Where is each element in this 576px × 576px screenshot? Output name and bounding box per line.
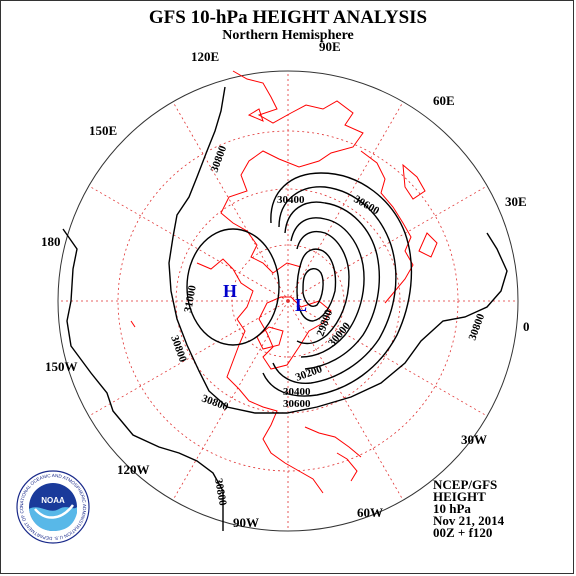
contour-label: 30600 [352, 193, 382, 217]
contour-label: 30600 [283, 398, 311, 410]
info-block: NCEP/GFS HEIGHT 10 hPa Nov 21, 2014 00Z … [433, 477, 505, 540]
height-contour-30200 [284, 201, 380, 370]
height-contour-30600 [262, 172, 413, 397]
meridian [88, 185, 289, 302]
lon-label-150e: 150E [89, 123, 117, 138]
hemisphere-boundary [57, 70, 519, 532]
coastline-japan [247, 108, 264, 122]
logo-gull [34, 504, 74, 519]
contour-label: 31000 [182, 284, 199, 314]
height-contour-innermost [302, 268, 324, 307]
contour-label: 30800 [212, 477, 229, 507]
height-contour-30400 [272, 186, 397, 384]
info-field: HEIGHT [433, 489, 486, 504]
info-model: NCEP/GFS [433, 477, 498, 492]
coastline-europe [360, 150, 414, 304]
lon-label-30e: 30E [505, 194, 527, 209]
height-contour-30800-main [168, 86, 508, 414]
info-level: 10 hPa [433, 501, 471, 516]
contour-label: 30800 [467, 312, 488, 342]
meridian [287, 185, 488, 302]
logo-text: NOAA [41, 496, 65, 505]
meridian [88, 300, 289, 417]
info-forecast: 00Z + f120 [433, 525, 493, 540]
high-pressure-center: H [223, 281, 237, 301]
noaa-logo: NATIONAL OCEANIC AND ATMOSPHERIC ADMINIS… [15, 469, 90, 544]
meridian [287, 300, 488, 417]
meridian [287, 300, 404, 501]
height-contour-31000 [186, 228, 280, 346]
coastline-scandinavia [402, 163, 426, 200]
coastline-bering [196, 258, 234, 270]
low-pressure-center: L [295, 295, 307, 315]
contour-labels: 30800 30400 30600 31000 30800 30800 3080… [168, 144, 487, 507]
lon-label-150w: 150W [45, 359, 78, 374]
lon-label-0: 0 [523, 319, 530, 334]
map-subtitle: Northern Hemisphere [222, 28, 354, 43]
lon-label-90w: 90W [233, 515, 259, 530]
contour-label: 30800 [168, 334, 189, 364]
coastline-caribbean [304, 426, 362, 458]
meridians [58, 71, 518, 531]
longitude-labels: 90E 60E 30E 0 30W 60W 90W 120W 150W 180 … [41, 39, 530, 530]
contour-label: 30400 [277, 194, 305, 206]
lon-label-60e: 60E [433, 93, 455, 108]
coastlines [130, 70, 438, 494]
lon-label-60w: 60W [357, 505, 383, 520]
contour-label: 30800 [209, 144, 230, 174]
meridian [287, 101, 404, 302]
info-date: Nov 21, 2014 [433, 513, 505, 528]
height-contour-30800-outer [62, 228, 224, 531]
coastline-asia [220, 70, 364, 274]
map-title: GFS 10-hPa HEIGHT ANALYSIS [148, 7, 428, 28]
lon-label-180: 180 [41, 234, 61, 249]
height-contours [62, 86, 508, 531]
coastline-island [130, 320, 136, 328]
contour-label: 30800 [200, 393, 230, 414]
lon-label-120w: 120W [117, 462, 150, 477]
contour-label: 30400 [283, 386, 311, 398]
lon-label-30w: 30W [461, 432, 487, 447]
meridian [172, 300, 289, 501]
coastline-gulf [336, 452, 358, 482]
coastline-arctic-islands [256, 326, 284, 350]
height-contour-30000 [290, 217, 365, 358]
lon-label-90e: 90E [319, 39, 341, 54]
coastline-greenland [258, 296, 332, 370]
lon-label-120e: 120E [191, 49, 219, 64]
meridian [172, 101, 289, 302]
height-contour-inner [296, 248, 337, 322]
height-contour-29800 [296, 230, 350, 345]
coastline-north-america [226, 268, 324, 494]
coastline-uk [418, 232, 438, 258]
